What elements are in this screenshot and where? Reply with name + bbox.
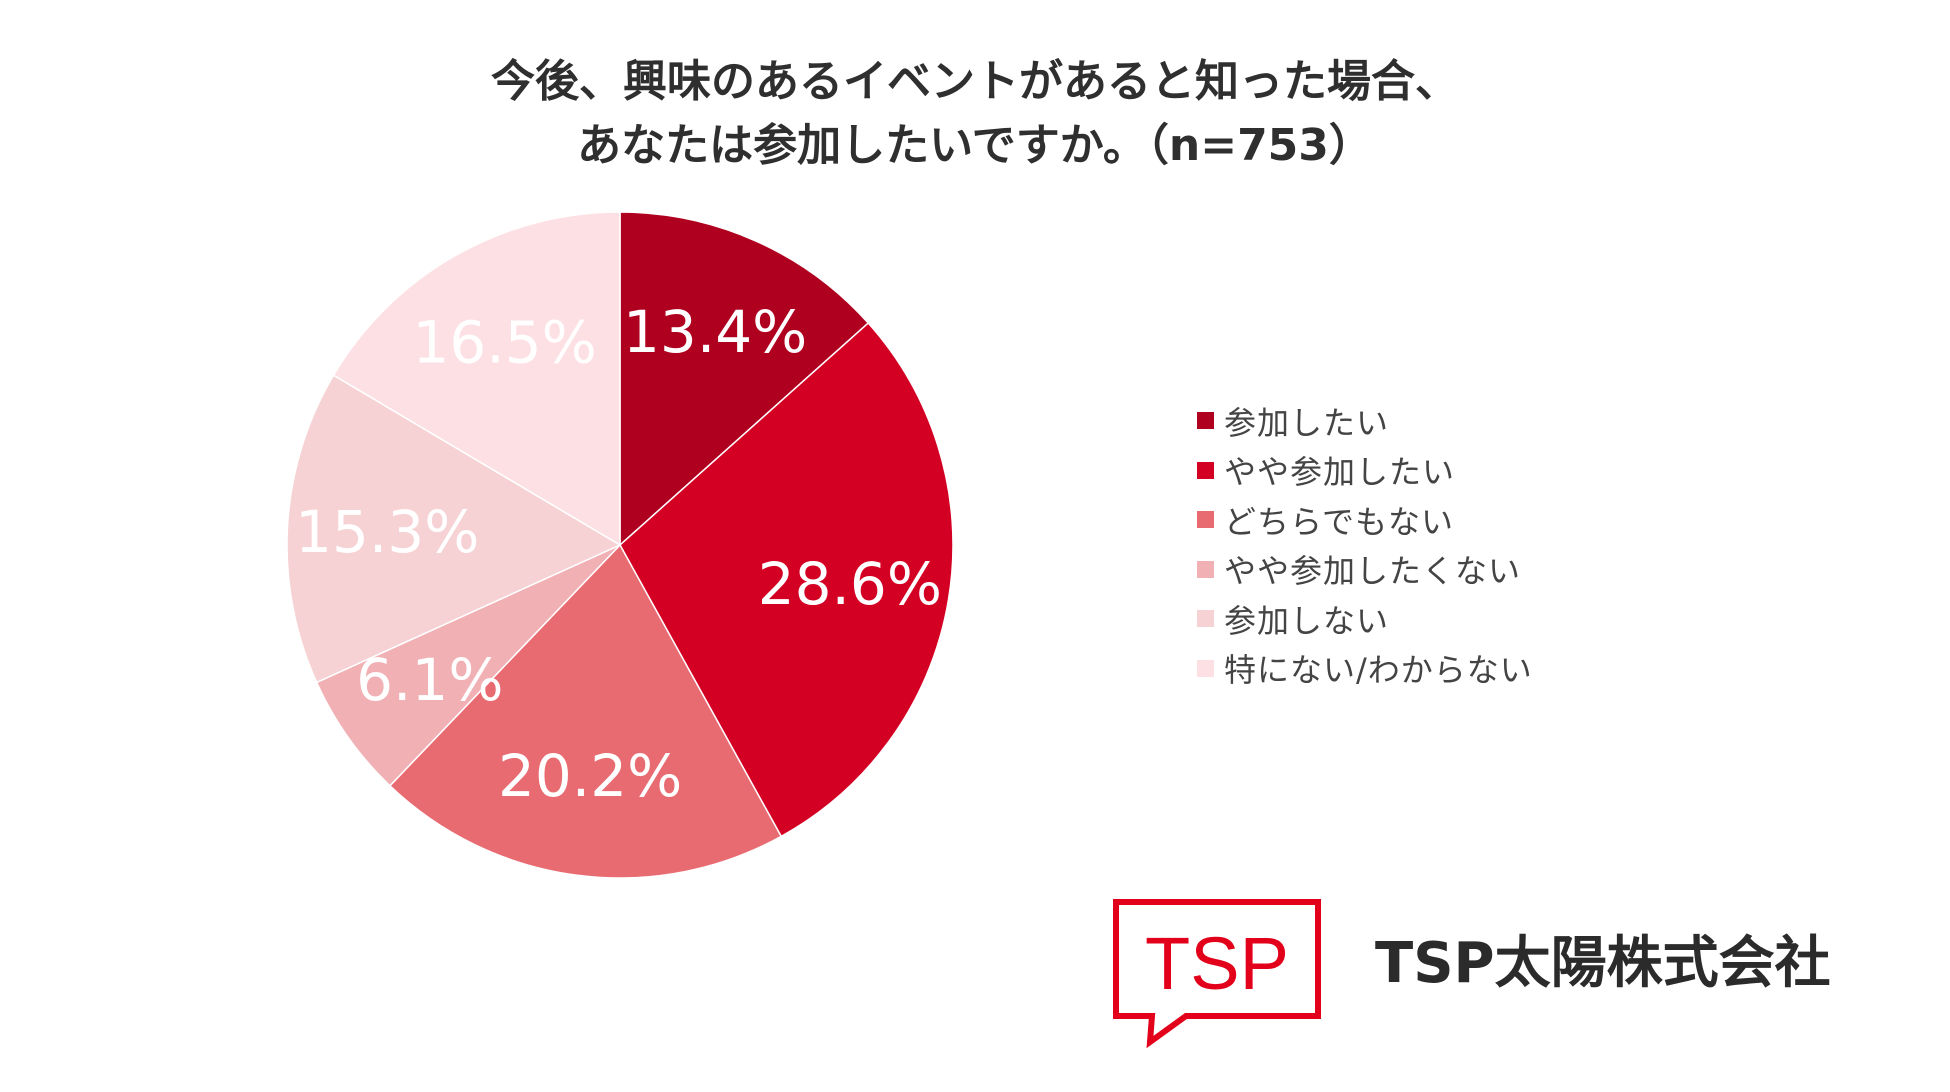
legend-item: 特にない/わからない [1197,644,1533,694]
legend-swatch [1197,412,1214,430]
pie-slice [315,544,621,787]
legend-item: 参加したい [1197,396,1533,446]
slice-value-label: 16.5% [412,308,596,376]
legend-swatch [1197,461,1214,479]
slice-value-label: 6.1% [356,646,503,714]
pie-slice [286,374,622,684]
pie-slice [388,543,783,879]
legend-swatch [1197,511,1214,529]
pie-slice [619,211,870,547]
legend-item: やや参加したくない [1197,545,1533,595]
tsp-logo: TSP [1113,899,1321,1048]
slice-value-label: 13.4% [623,298,807,366]
slice-value-label: 15.3% [295,498,479,566]
legend-label: やや参加したくない [1224,552,1522,591]
legend-label: 特にない/わからない [1224,651,1533,690]
chart-title-line-1: 今後、興味のあるイベントがあると知った場合、 [491,56,1459,107]
company-name: TSP太陽株式会社 [1375,931,1831,996]
slice-value-label: 28.6% [758,550,942,618]
pie-slice [332,211,621,547]
slice-value-label: 20.2% [498,742,682,810]
legend-swatch [1197,659,1214,677]
legend-label: やや参加したい [1224,453,1456,492]
legend-item: 参加しない [1197,594,1533,644]
legend-swatch [1197,610,1214,628]
logo-text: TSP [1145,922,1289,1005]
legend-label: 参加したい [1224,403,1390,442]
legend-item: どちらでもない [1197,495,1533,545]
chart-title: 今後、興味のあるイベントがあると知った場合、 あなたは参加したいですか。（n=7… [0,50,1950,178]
pie-slice [619,321,954,838]
pie-chart: 13.4% 28.6% 20.2% 6.1% 15.3% 16.5% [286,211,954,879]
legend-swatch [1197,560,1214,578]
legend-item: やや参加したい [1197,446,1533,496]
chart-legend: 参加したい やや参加したい どちらでもない やや参加したくない 参加しない 特に… [1197,396,1533,693]
legend-label: どちらでもない [1224,502,1455,541]
legend-label: 参加しない [1224,601,1390,640]
logo-speech-bubble [1113,899,1321,1048]
chart-title-line-2: あなたは参加したいですか。（n=753） [577,120,1373,171]
